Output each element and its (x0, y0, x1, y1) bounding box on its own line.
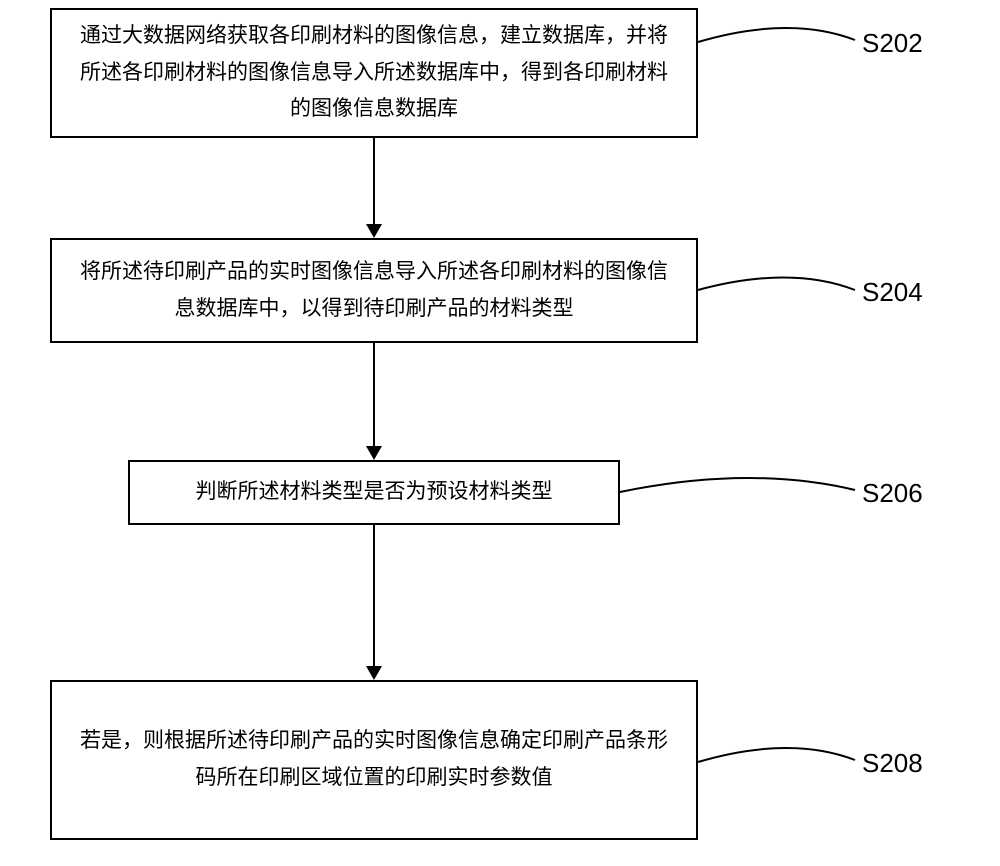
flowchart-node-s204: 将所述待印刷产品的实时图像信息导入所述各印刷材料的图像信息数据库中，以得到待印刷… (50, 238, 698, 343)
label-text: S202 (862, 28, 923, 58)
flowchart-container: 通过大数据网络获取各印刷材料的图像信息，建立数据库，并将所述各印刷材料的图像信息… (0, 0, 1000, 866)
step-label-s202: S202 (862, 28, 923, 59)
connector-curve-icon (620, 478, 855, 492)
connector-curve-icon (698, 748, 855, 762)
flowchart-node-s208: 若是，则根据所述待印刷产品的实时图像信息确定印刷产品条形码所在印刷区域位置的印刷… (50, 680, 698, 840)
connector-curve-icon (698, 28, 855, 42)
node-text: 判断所述材料类型是否为预设材料类型 (196, 474, 553, 511)
label-text: S206 (862, 478, 923, 508)
step-label-s208: S208 (862, 748, 923, 779)
step-label-s204: S204 (862, 277, 923, 308)
step-label-s206: S206 (862, 478, 923, 509)
arrow-head-icon (366, 666, 382, 680)
label-text: S208 (862, 748, 923, 778)
arrow-line (373, 343, 375, 446)
node-text: 若是，则根据所述待印刷产品的实时图像信息确定印刷产品条形码所在印刷区域位置的印刷… (74, 723, 674, 797)
arrow-line (373, 525, 375, 666)
flowchart-node-s202: 通过大数据网络获取各印刷材料的图像信息，建立数据库，并将所述各印刷材料的图像信息… (50, 8, 698, 138)
arrow-head-icon (366, 224, 382, 238)
connector-curve-icon (698, 278, 855, 291)
flowchart-node-s206: 判断所述材料类型是否为预设材料类型 (128, 460, 620, 525)
arrow-head-icon (366, 446, 382, 460)
label-text: S204 (862, 277, 923, 307)
arrow-line (373, 138, 375, 224)
node-text: 将所述待印刷产品的实时图像信息导入所述各印刷材料的图像信息数据库中，以得到待印刷… (74, 254, 674, 328)
node-text: 通过大数据网络获取各印刷材料的图像信息，建立数据库，并将所述各印刷材料的图像信息… (74, 18, 674, 128)
